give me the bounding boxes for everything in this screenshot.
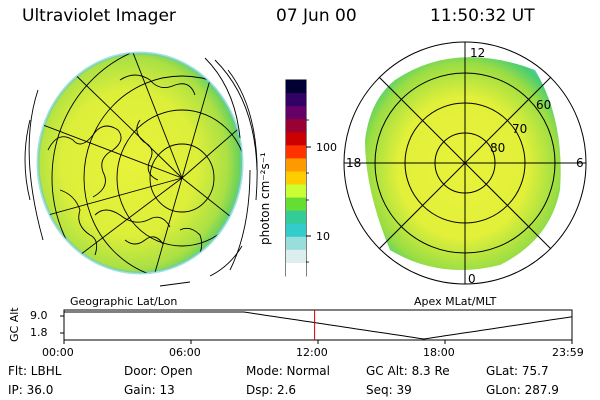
mlat-label-80: 80 bbox=[490, 141, 506, 155]
mlt-label-0: 0 bbox=[468, 272, 476, 286]
mlat-label-70: 70 bbox=[512, 122, 528, 136]
colorbar-tick-100: 100 bbox=[316, 141, 337, 154]
colorbar-segment bbox=[286, 93, 306, 107]
colorbar-segment bbox=[286, 210, 306, 225]
mlt-label-12: 12 bbox=[470, 46, 486, 60]
timeline-xtick-2359: 23:59 bbox=[552, 346, 584, 359]
status-dsp: Dsp: 2.6 bbox=[246, 383, 297, 397]
colorbar bbox=[285, 79, 311, 277]
mag-emission-oval bbox=[365, 57, 561, 271]
timeline-ytick-1-8: 1.8 bbox=[30, 326, 48, 339]
status-filter: Flt: LBHL bbox=[8, 364, 62, 378]
status-gc-alt: GC Alt: 8.3 Re bbox=[366, 364, 450, 378]
status-gain: Gain: 13 bbox=[124, 383, 175, 397]
date-label: 07 Jun 00 bbox=[276, 6, 357, 26]
instrument-title: Ultraviolet Imager bbox=[22, 6, 176, 26]
timeline-ytick-9: 9.0 bbox=[30, 309, 48, 322]
colorbar-segment bbox=[286, 249, 306, 264]
colorbar-tick-10: 10 bbox=[316, 230, 330, 243]
timeline-xtick-1800: 18:00 bbox=[423, 346, 455, 359]
mag-panel-label: Apex MLat/MLT bbox=[414, 295, 497, 308]
geo-emission-disk bbox=[38, 53, 242, 273]
status-door: Door: Open bbox=[124, 364, 193, 378]
status-glon: GLon: 287.9 bbox=[486, 383, 559, 397]
status-ip: IP: 36.0 bbox=[8, 383, 54, 397]
mlt-label-18: 18 bbox=[346, 156, 362, 170]
mag-grid bbox=[343, 41, 587, 285]
colorbar-segment bbox=[286, 158, 306, 172]
colorbar-segment bbox=[286, 223, 306, 238]
mlat-label-60: 60 bbox=[536, 98, 552, 112]
colorbar-segment bbox=[286, 132, 306, 146]
colorbar-unit-label: photon cm⁻²s⁻¹ bbox=[258, 152, 272, 245]
geo-grid bbox=[38, 53, 242, 273]
timeline-xtick-0600: 06:00 bbox=[169, 346, 201, 359]
time-label: 11:50:32 UT bbox=[430, 6, 535, 26]
status-seq: Seq: 39 bbox=[366, 383, 412, 397]
colorbar-segment bbox=[286, 171, 306, 186]
timeline-xtick-1200: 12:00 bbox=[296, 346, 328, 359]
colorbar-segment bbox=[286, 262, 306, 277]
colorbar-segment bbox=[286, 184, 306, 199]
colorbar-segment bbox=[286, 145, 306, 159]
magnetic-panel bbox=[343, 41, 587, 285]
colorbar-segment bbox=[286, 80, 306, 94]
status-mode: Mode: Normal bbox=[246, 364, 330, 378]
colorbar-segment bbox=[286, 197, 306, 212]
geo-panel-label: Geographic Lat/Lon bbox=[70, 295, 178, 308]
timeline-xtick-0000: 00:00 bbox=[42, 346, 74, 359]
colorbar-segment bbox=[286, 236, 306, 251]
colorbar-segment bbox=[286, 106, 306, 120]
colorbar-segment bbox=[286, 119, 306, 133]
mlt-label-6: 6 bbox=[576, 156, 584, 170]
timeline-plot bbox=[60, 309, 573, 344]
timeline-ylabel: GC Alt bbox=[8, 307, 21, 342]
geographic-panel bbox=[24, 51, 258, 287]
status-glat: GLat: 75.7 bbox=[486, 364, 549, 378]
